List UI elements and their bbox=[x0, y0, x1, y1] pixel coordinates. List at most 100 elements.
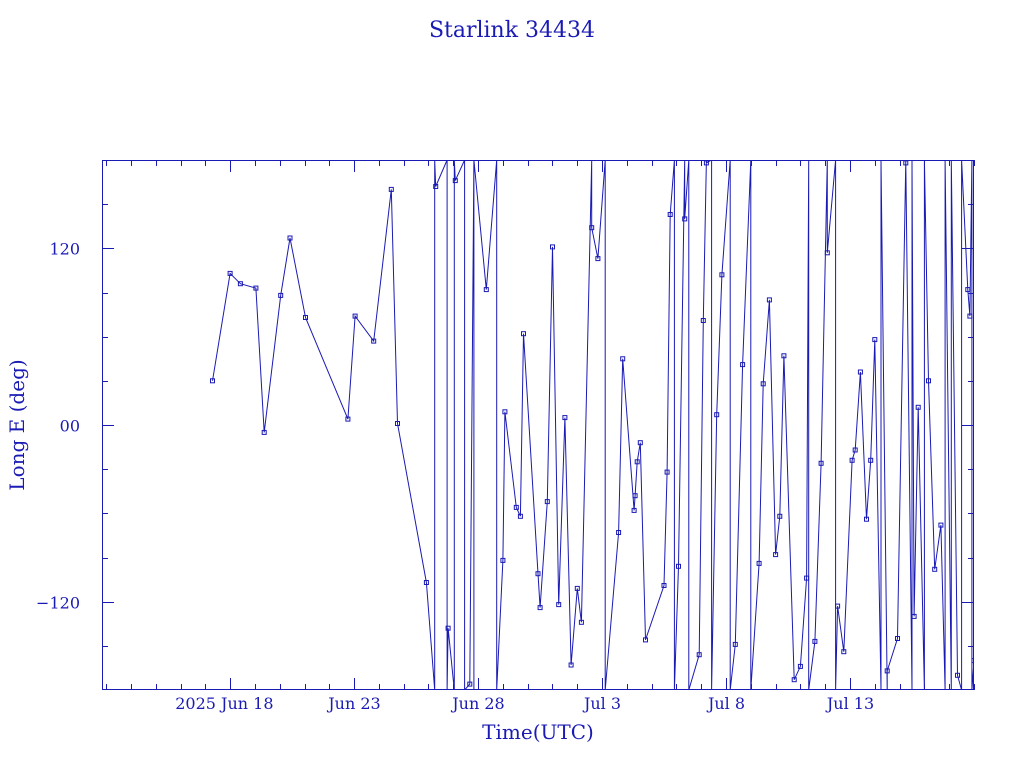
data-point bbox=[719, 272, 725, 278]
data-point bbox=[467, 681, 473, 687]
data-point bbox=[732, 641, 738, 647]
data-point bbox=[445, 625, 451, 631]
y-tick-label: 00 bbox=[60, 417, 80, 436]
data-point bbox=[210, 378, 215, 384]
data-point bbox=[903, 160, 909, 166]
data-point bbox=[502, 409, 508, 415]
data-point bbox=[544, 499, 550, 505]
data-point bbox=[857, 369, 863, 375]
data-point bbox=[971, 658, 974, 664]
data-point bbox=[756, 560, 762, 566]
data-point bbox=[804, 575, 810, 581]
data-point bbox=[278, 292, 284, 298]
data-point bbox=[287, 235, 293, 241]
data-point bbox=[550, 244, 555, 250]
data-point bbox=[303, 315, 308, 320]
data-point bbox=[884, 668, 890, 674]
data-point bbox=[395, 421, 400, 426]
data-point bbox=[595, 256, 601, 262]
data-point bbox=[849, 457, 855, 463]
data-point bbox=[911, 613, 917, 619]
data-point bbox=[643, 637, 648, 643]
data-point bbox=[777, 513, 783, 519]
y-axis-label: Long E (deg) bbox=[5, 359, 29, 490]
data-point bbox=[352, 313, 358, 319]
data-point bbox=[700, 318, 706, 323]
x-tick-label: Jul 13 bbox=[825, 694, 874, 713]
data-point bbox=[537, 605, 543, 611]
data-point bbox=[841, 649, 847, 655]
data-point bbox=[967, 313, 973, 319]
data-point bbox=[388, 186, 394, 192]
data-point bbox=[797, 663, 803, 669]
data-point bbox=[895, 636, 900, 641]
y-tick-label: 120 bbox=[49, 240, 80, 259]
data-point bbox=[500, 557, 506, 563]
data-point bbox=[517, 513, 523, 519]
x-tick-label: 2025 Jun 18 bbox=[175, 694, 273, 713]
data-point bbox=[616, 530, 622, 535]
series-line bbox=[212, 160, 974, 690]
data-point bbox=[812, 638, 818, 644]
data-point bbox=[535, 571, 541, 577]
data-point bbox=[938, 522, 944, 528]
data-point bbox=[932, 566, 938, 572]
data-point bbox=[667, 212, 673, 217]
data-point bbox=[703, 160, 709, 166]
data-point bbox=[574, 585, 580, 591]
data-point bbox=[483, 287, 489, 293]
data-point bbox=[664, 469, 670, 475]
data-point bbox=[632, 493, 638, 499]
data-point bbox=[589, 225, 595, 231]
data-point bbox=[766, 297, 772, 303]
data-point bbox=[562, 415, 568, 421]
data-point bbox=[818, 460, 824, 466]
data-point bbox=[227, 270, 233, 276]
data-point bbox=[915, 404, 921, 410]
data-point bbox=[864, 516, 869, 522]
x-axis: 2025 Jun 18 Jun 23 Jun 28 Jul 3 Jul 8 Jul 13 bbox=[106, 160, 975, 713]
data-point bbox=[556, 602, 562, 608]
data-point bbox=[634, 459, 640, 465]
data-point bbox=[568, 662, 574, 668]
data-point bbox=[696, 652, 702, 658]
x-tick-label: Jun 28 bbox=[450, 694, 504, 713]
data-point bbox=[661, 583, 667, 588]
data-point bbox=[620, 356, 626, 362]
data-point bbox=[926, 378, 931, 384]
data-point bbox=[237, 281, 243, 287]
x-tick-label: Jul 8 bbox=[706, 694, 745, 713]
y-tick-label: −120 bbox=[36, 594, 80, 613]
data-point bbox=[835, 603, 841, 609]
data-point bbox=[253, 285, 259, 291]
data-point bbox=[452, 178, 458, 184]
data-point bbox=[371, 338, 377, 344]
data-point bbox=[965, 287, 971, 293]
data-point bbox=[773, 552, 779, 558]
plot-frame bbox=[102, 160, 974, 690]
y-axis: 120 00 −120 bbox=[36, 204, 974, 647]
data-point bbox=[345, 416, 351, 422]
series-longitude bbox=[210, 160, 974, 690]
data-point bbox=[631, 507, 637, 513]
data-point bbox=[868, 457, 874, 463]
data-point bbox=[521, 331, 526, 337]
data-point bbox=[872, 337, 878, 343]
x-tick-label: Jul 3 bbox=[582, 694, 621, 713]
data-point bbox=[682, 216, 688, 222]
x-tick-label: Jun 23 bbox=[326, 694, 380, 713]
data-point bbox=[760, 381, 766, 387]
x-axis-label: Time(UTC) bbox=[482, 720, 594, 744]
data-point bbox=[423, 580, 429, 585]
data-point bbox=[637, 440, 643, 446]
data-point bbox=[578, 619, 584, 625]
data-point bbox=[676, 563, 681, 569]
chart-title: Starlink 34434 bbox=[429, 18, 595, 43]
data-point bbox=[513, 504, 519, 510]
data-point bbox=[433, 184, 439, 189]
data-point bbox=[852, 447, 858, 453]
data-point bbox=[791, 677, 797, 683]
data-point bbox=[740, 362, 746, 368]
data-point bbox=[955, 672, 960, 678]
